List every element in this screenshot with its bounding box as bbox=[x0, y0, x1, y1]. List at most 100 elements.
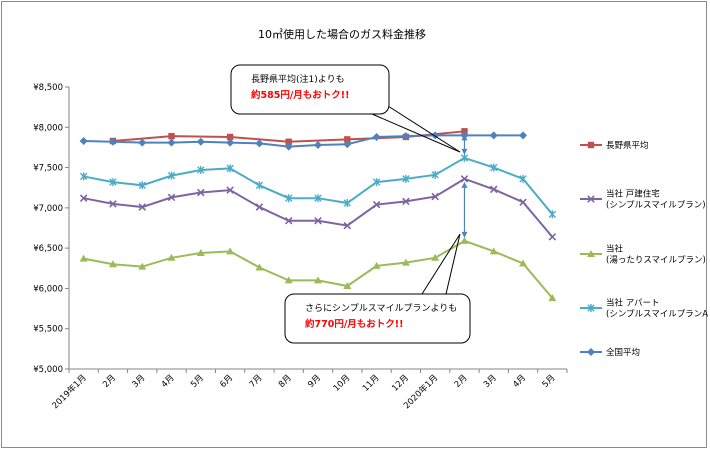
data-point bbox=[431, 170, 439, 179]
data-point bbox=[519, 198, 527, 206]
y-tick-label: ¥5,500 bbox=[33, 325, 63, 335]
legend-item: 当社 アパート(シンプルスマイルプランAP) bbox=[580, 298, 708, 320]
y-tick-label: ¥8,000 bbox=[33, 123, 63, 133]
data-point bbox=[79, 172, 88, 181]
callout-text: 長野県平均(注1)よりも bbox=[251, 73, 345, 85]
data-point bbox=[284, 216, 293, 225]
data-point bbox=[168, 132, 175, 140]
x-tick-label: 3月 bbox=[482, 373, 499, 390]
x-tick-label: 2月 bbox=[101, 373, 118, 390]
data-point bbox=[587, 195, 595, 203]
data-point bbox=[372, 261, 381, 269]
legend-item: 全国平均 bbox=[580, 347, 640, 358]
callout-box bbox=[284, 293, 471, 344]
data-point bbox=[372, 200, 381, 209]
data-point bbox=[372, 178, 381, 187]
data-point bbox=[314, 216, 322, 225]
data-point bbox=[284, 142, 293, 151]
y-tick-label: ¥5,000 bbox=[33, 365, 63, 375]
x-tick-label: 2月 bbox=[453, 373, 470, 390]
data-point bbox=[109, 200, 117, 208]
data-point bbox=[108, 260, 117, 268]
x-tick-label: 10月 bbox=[332, 373, 353, 394]
legend-label: 当社 bbox=[606, 244, 624, 255]
data-point bbox=[196, 248, 205, 256]
data-point bbox=[490, 163, 498, 172]
legend-label: (湯ったりスマイルプラン) bbox=[606, 255, 706, 266]
data-point bbox=[489, 185, 498, 194]
data-point bbox=[226, 186, 234, 194]
callout-highlight: 約770円/月もおトク!! bbox=[305, 318, 403, 330]
data-point bbox=[587, 348, 595, 356]
series-line bbox=[83, 177, 554, 238]
callout-pointer bbox=[445, 233, 461, 295]
series-4 bbox=[79, 131, 528, 151]
data-point bbox=[226, 133, 234, 141]
x-tick-label: 2019年1月 bbox=[50, 372, 89, 411]
data-point bbox=[314, 141, 322, 150]
x-tick-label: 6月 bbox=[218, 373, 235, 390]
arrow-head bbox=[461, 148, 468, 155]
data-point bbox=[138, 138, 147, 147]
data-point bbox=[587, 250, 595, 257]
data-point bbox=[587, 141, 595, 149]
data-point bbox=[226, 164, 234, 173]
y-tick-label: ¥7,500 bbox=[33, 164, 63, 174]
chart-title: 10㎥使用した場合のガス料金推移 bbox=[258, 27, 426, 41]
legend-label: 長野県平均 bbox=[606, 140, 649, 151]
series-1 bbox=[79, 175, 557, 241]
data-point bbox=[401, 258, 410, 266]
y-tick-label: ¥6,000 bbox=[33, 284, 63, 294]
data-point bbox=[197, 188, 205, 197]
data-point bbox=[109, 178, 117, 187]
data-point bbox=[548, 233, 557, 241]
data-point bbox=[402, 197, 410, 206]
data-point bbox=[255, 139, 264, 148]
data-point bbox=[79, 194, 88, 202]
comparison-arrow bbox=[461, 134, 468, 155]
data-point bbox=[197, 165, 205, 174]
callout-pointer bbox=[387, 105, 461, 153]
data-point bbox=[285, 194, 293, 203]
data-point bbox=[460, 153, 469, 162]
data-point bbox=[519, 259, 528, 267]
data-point bbox=[79, 254, 88, 262]
x-tick-label: 7月 bbox=[248, 373, 265, 390]
data-point bbox=[167, 193, 176, 202]
data-point bbox=[372, 132, 381, 141]
callout-highlight: 約585円/月もおトク!! bbox=[251, 89, 349, 101]
arrow-head bbox=[461, 134, 468, 141]
series-3 bbox=[79, 153, 557, 219]
axes: ¥5,000 ¥5,500 ¥6,000 ¥6,500 ¥7,000 ¥7,500 ¥8,0… bbox=[33, 83, 568, 411]
series-line bbox=[83, 134, 524, 148]
y-tick-label: ¥6,500 bbox=[33, 244, 63, 254]
data-point bbox=[460, 175, 469, 183]
data-point bbox=[343, 221, 352, 230]
data-point bbox=[167, 253, 176, 261]
data-point bbox=[460, 236, 469, 244]
y-tick-label: ¥8,500 bbox=[33, 83, 63, 93]
legend-item: 長野県平均 bbox=[580, 140, 649, 151]
arrow-head bbox=[461, 181, 468, 188]
x-tick-label: 11月 bbox=[361, 373, 382, 394]
data-point bbox=[108, 137, 117, 146]
data-point bbox=[489, 131, 498, 140]
data-point bbox=[519, 174, 527, 183]
data-point bbox=[587, 304, 595, 312]
callout-pointer bbox=[371, 113, 461, 153]
x-tick-label: 12月 bbox=[390, 373, 411, 394]
legend-label: (シンプルスマイルプランAP) bbox=[606, 310, 708, 320]
data-point bbox=[431, 253, 440, 261]
x-tick-label: 5月 bbox=[189, 373, 206, 390]
x-tick-label: 4月 bbox=[160, 373, 177, 390]
callout-box bbox=[230, 64, 390, 115]
data-point bbox=[519, 131, 528, 140]
callout-pointer bbox=[421, 233, 461, 295]
legend-item: 当社 戸建住宅(シンプルスマイルプラン) bbox=[580, 189, 706, 211]
data-point bbox=[489, 247, 498, 255]
series-line bbox=[83, 239, 554, 299]
